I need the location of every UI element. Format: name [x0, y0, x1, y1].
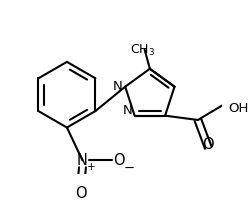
Text: O: O	[75, 186, 86, 200]
Text: N: N	[123, 104, 133, 117]
Text: O: O	[113, 153, 124, 168]
Text: −: −	[123, 162, 135, 175]
Text: CH$_3$: CH$_3$	[130, 43, 155, 58]
Text: +: +	[87, 162, 96, 172]
Text: N: N	[77, 153, 88, 168]
Text: N: N	[113, 80, 123, 93]
Text: O: O	[202, 137, 214, 152]
Text: OH: OH	[228, 102, 248, 115]
